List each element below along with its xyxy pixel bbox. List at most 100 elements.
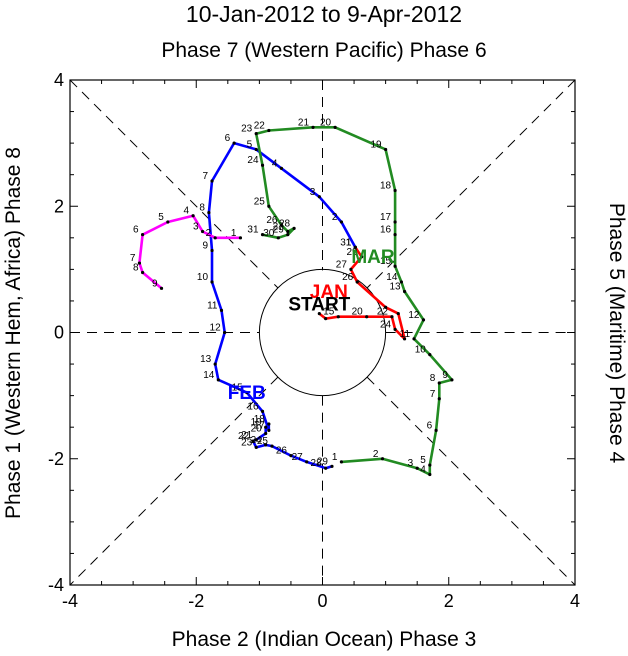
day-marker bbox=[251, 439, 255, 443]
day-label: 1 bbox=[332, 452, 338, 463]
day-marker bbox=[213, 236, 217, 240]
series-layer: 15 20 222426272931JAN123456789101112131415… bbox=[130, 117, 454, 477]
y-tick-label: -2 bbox=[48, 449, 64, 469]
day-label: 20 bbox=[352, 307, 364, 318]
day-marker bbox=[254, 445, 258, 449]
day-marker bbox=[140, 233, 145, 237]
day-marker bbox=[279, 223, 284, 227]
month-label: JAN bbox=[310, 282, 348, 303]
day-marker bbox=[254, 132, 258, 136]
day-marker bbox=[339, 460, 344, 464]
month-label: MAR bbox=[351, 247, 395, 268]
day-label: 6 bbox=[225, 133, 231, 144]
start-label: START bbox=[288, 295, 350, 316]
day-label: 30 bbox=[263, 228, 275, 239]
day-label: 6 bbox=[427, 420, 433, 431]
day-label: 19 bbox=[251, 417, 263, 428]
divider-diag-ul bbox=[69, 79, 279, 289]
day-label: 31 bbox=[340, 237, 352, 248]
day-marker bbox=[200, 229, 205, 234]
day-marker bbox=[393, 264, 397, 268]
day-label: 24 bbox=[380, 319, 392, 330]
day-label: 26 bbox=[266, 215, 278, 226]
x-tick-label: 0 bbox=[317, 591, 327, 611]
day-marker bbox=[434, 428, 438, 432]
day-marker bbox=[232, 141, 236, 145]
day-marker bbox=[311, 125, 315, 129]
day-marker bbox=[254, 147, 258, 152]
day-marker bbox=[276, 236, 280, 240]
y-tick-label: -4 bbox=[48, 575, 64, 595]
day-marker bbox=[219, 308, 224, 313]
day-label: 2 bbox=[332, 212, 338, 223]
day-label: 16 bbox=[380, 225, 392, 236]
day-label: 4 bbox=[184, 206, 190, 217]
day-label: 23 bbox=[241, 124, 253, 135]
divider-diag-ll bbox=[69, 376, 279, 586]
day-label: 2 bbox=[206, 228, 212, 239]
day-marker bbox=[286, 233, 290, 237]
top-phase-label: Phase 7 (Western Pacific) Phase 6 bbox=[161, 39, 486, 62]
day-label: 10 bbox=[415, 345, 427, 356]
day-marker bbox=[428, 352, 432, 357]
bottom-phase-label: Phase 2 (Indian Ocean) Phase 3 bbox=[172, 628, 477, 651]
day-label: 9 bbox=[442, 370, 448, 381]
day-marker bbox=[317, 195, 321, 199]
day-label: 26 bbox=[276, 446, 288, 457]
day-label: 17 bbox=[380, 212, 392, 223]
day-label: 19 bbox=[371, 139, 383, 150]
series-feb: 1234567891011121314151617181920212223242… bbox=[197, 133, 357, 470]
phase-dividers bbox=[69, 79, 576, 586]
day-marker bbox=[317, 311, 321, 316]
day-marker bbox=[437, 381, 441, 385]
y-tick-label: 0 bbox=[54, 323, 64, 343]
day-marker bbox=[289, 453, 293, 458]
chart-title: 10-Jan-2012 to 9-Apr-2012 bbox=[186, 1, 462, 27]
day-marker bbox=[267, 204, 271, 208]
day-marker bbox=[324, 466, 328, 470]
divider-diag-lr bbox=[366, 376, 576, 586]
day-label: 10 bbox=[197, 272, 209, 283]
day-marker bbox=[336, 315, 340, 319]
right-phase-label: Phase 5 (Maritime) Phase 4 bbox=[605, 203, 628, 464]
day-label: 9 bbox=[202, 240, 208, 251]
day-label: 15 bbox=[323, 307, 335, 318]
day-marker bbox=[384, 305, 388, 309]
day-marker bbox=[245, 390, 249, 395]
day-label: 5 bbox=[158, 212, 164, 223]
day-label: 26 bbox=[342, 272, 354, 283]
day-marker bbox=[267, 128, 271, 133]
day-label: 22 bbox=[377, 307, 389, 318]
day-marker bbox=[260, 409, 265, 414]
day-marker bbox=[140, 270, 145, 275]
day-label: 27 bbox=[336, 259, 348, 270]
day-label: 29 bbox=[317, 456, 329, 467]
day-label: 4 bbox=[420, 465, 426, 476]
day-marker bbox=[305, 460, 309, 464]
day-marker bbox=[191, 214, 195, 218]
day-label: 22 bbox=[238, 431, 250, 442]
month-label: FEB bbox=[228, 383, 266, 404]
day-marker bbox=[207, 210, 211, 215]
day-label: 11 bbox=[207, 300, 218, 311]
day-label: 7 bbox=[202, 171, 208, 182]
day-marker bbox=[270, 444, 274, 448]
x-tick-label: 2 bbox=[444, 591, 454, 611]
day-label: 8 bbox=[430, 373, 436, 384]
day-marker bbox=[421, 318, 426, 322]
day-marker bbox=[330, 464, 334, 468]
day-marker bbox=[349, 267, 353, 271]
day-marker bbox=[210, 280, 214, 284]
day-label: 24 bbox=[251, 435, 263, 446]
y-tick-label: 2 bbox=[54, 196, 64, 216]
day-marker bbox=[393, 220, 397, 224]
day-label: 6 bbox=[133, 225, 139, 236]
left-phase-label: Phase 1 (Western Hem, Africa) Phase 8 bbox=[2, 147, 25, 519]
day-label: 12 bbox=[210, 323, 222, 334]
day-label: 31 bbox=[247, 225, 259, 236]
day-label: 28 bbox=[279, 218, 291, 229]
day-label: 5 bbox=[247, 139, 253, 150]
day-marker bbox=[213, 362, 217, 366]
day-marker bbox=[415, 466, 419, 470]
